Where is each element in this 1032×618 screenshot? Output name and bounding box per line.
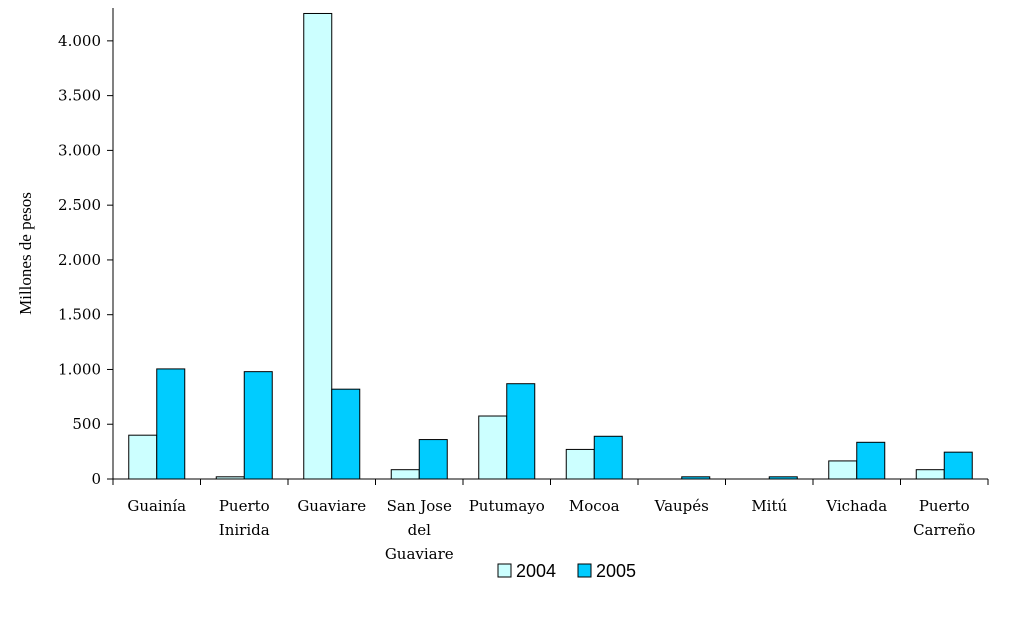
bar-2005-9 [943,451,973,480]
bar-2005-5 [593,435,623,480]
x-category-label-9-0: Puerto [919,497,970,515]
y-tick-label-8: 4.000 [58,32,101,50]
x-category-label-1-0: Puerto [219,497,270,515]
x-category-label-5-0: Mocoa [569,497,620,515]
bar-2005-2 [331,388,361,480]
x-category-label-7-0: Mitú [751,497,787,515]
x-category-label-3-2: Guaviare [385,545,454,563]
x-category-label-3-0: San Jose [387,497,452,515]
y-tick-label-2: 1.000 [58,360,101,378]
legend-swatch-2005 [577,563,592,578]
bar-2005-0 [156,368,186,480]
y-tick-label-4: 2.000 [58,251,101,269]
y-tick-label-3: 1.500 [58,306,101,324]
labels-group: 0 500 1.000 1.500 2.000 2.500 3.000 3.500 4.000 G… [58,32,975,563]
x-category-label-9-1: Carreño [913,521,975,539]
x-category-label-2-0: Guaviare [297,497,366,515]
legend-label-2004: 2004 [516,561,556,581]
bar-2004-4 [478,415,508,480]
bar-2005-4 [506,383,536,480]
y-axis-title: Millones de pesos [16,192,35,315]
bars-group [128,12,973,480]
y-tick-label-0: 0 [91,470,101,488]
bar-2004-5 [565,448,595,480]
x-category-label-4-0: Putumayo [469,497,545,515]
bar-2005-3 [418,439,448,480]
bar-2004-2 [303,12,333,480]
y-tick-label-5: 2.500 [58,196,101,214]
x-category-label-0-0: Guainía [127,497,186,515]
y-tick-label-6: 3.000 [58,141,101,159]
bar-2004-0 [128,434,158,480]
x-category-label-6-0: Vaupés [654,497,709,515]
x-category-label-1-1: Inirida [219,521,270,539]
y-tick-label-1: 500 [72,415,101,433]
bar-2005-8 [856,441,886,480]
bar-2004-3 [390,469,420,480]
y-tick-label-7: 3.500 [58,87,101,105]
axes-group [107,8,989,485]
bar-2005-1 [243,371,273,480]
legend-swatch-2004 [497,563,512,578]
x-category-label-3-1: del [408,521,431,539]
bar-2004-8 [828,460,858,480]
bar-2004-9 [915,469,945,480]
x-category-label-8-0: Vichada [825,497,887,515]
legend: 2004 2005 [497,561,636,581]
legend-label-2005: 2005 [596,561,636,581]
